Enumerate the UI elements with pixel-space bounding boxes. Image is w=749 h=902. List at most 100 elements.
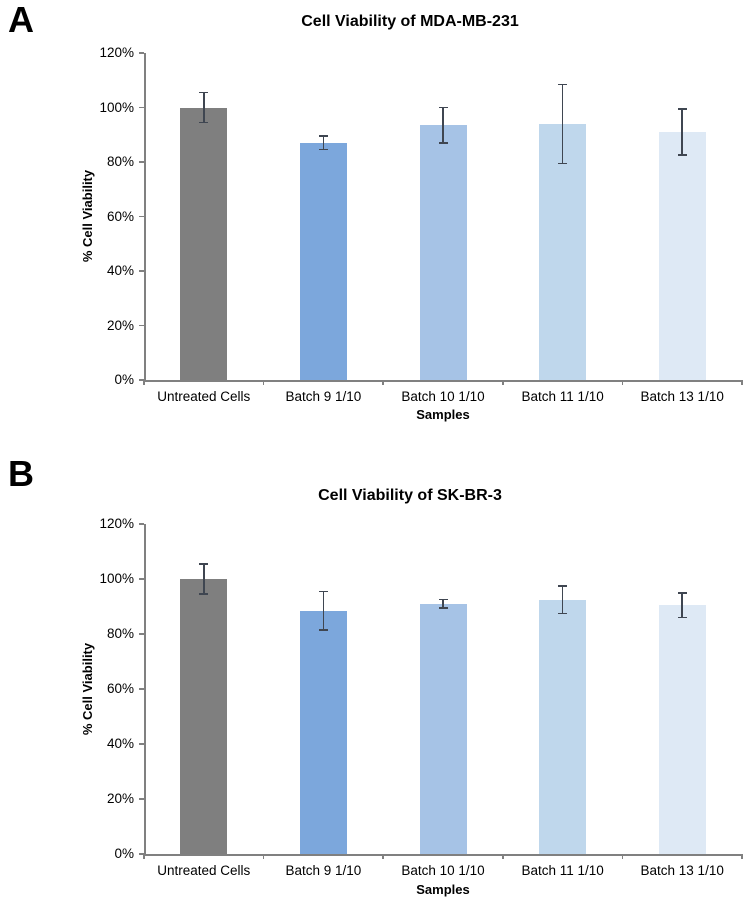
- y-axis-tick: [139, 743, 144, 745]
- y-axis-tick: [139, 578, 144, 580]
- y-axis-tick: [139, 853, 144, 855]
- y-axis-tick: [139, 324, 144, 327]
- error-bar-cap-top: [677, 108, 687, 110]
- error-bar-cap-bottom: [677, 154, 687, 156]
- x-axis-tick: [262, 854, 265, 859]
- error-bar-cap-bottom: [677, 616, 687, 619]
- error-bar-line: [561, 84, 564, 164]
- error-bar-cap-bottom: [558, 612, 568, 615]
- y-tick-label: 60%: [106, 681, 134, 696]
- x-axis-line: [144, 380, 742, 382]
- y-tick-label: 60%: [106, 208, 134, 224]
- error-bar-cap-top: [199, 91, 209, 94]
- x-axis-tick: [741, 854, 743, 859]
- x-category-label: Batch 10 1/10: [401, 863, 485, 878]
- y-axis-line: [144, 53, 146, 382]
- error-bar-line: [561, 585, 564, 614]
- error-bar-line: [322, 136, 325, 150]
- x-axis-title: Samples: [416, 882, 470, 897]
- bar-batch-9-1-10: [299, 142, 347, 380]
- x-axis-tick: [382, 854, 384, 859]
- error-bar-cap-bottom: [318, 148, 328, 151]
- plot-area-mda-mb-231: 0% 20% 40% 60% 80% 100% 120% Untreated Cells Bat…: [99, 45, 743, 404]
- bar-batch-11-1-10: [539, 123, 587, 380]
- x-axis-tick: [502, 854, 504, 859]
- chart-title-sk-br-3: Cell Viability of SK-BR-3: [318, 487, 502, 504]
- error-bar-cap-top: [558, 585, 568, 587]
- x-category-label: Batch 11 1/10: [521, 863, 604, 878]
- error-bar-line: [442, 599, 444, 608]
- x-category-label: Batch 13 1/10: [640, 389, 724, 404]
- x-axis-tick: [262, 380, 265, 385]
- x-axis-tick: [143, 380, 145, 385]
- error-bar-line: [442, 107, 444, 143]
- y-tick-label: 40%: [106, 263, 134, 278]
- error-bar-line: [681, 592, 683, 618]
- y-tick-label: 0%: [114, 372, 134, 387]
- y-tick-label: 120%: [99, 516, 134, 531]
- y-tick-label: 20%: [106, 791, 134, 806]
- x-category-label: Untreated Cells: [157, 389, 251, 404]
- x-axis-tick: [621, 854, 624, 859]
- plot-area-sk-br-3: 0% 20% 40% 60% 80% 100% 120% Untreated Cells Bat…: [99, 516, 743, 878]
- x-category-label: Batch 10 1/10: [401, 389, 485, 404]
- y-tick-label: 80%: [106, 154, 134, 169]
- error-bar-line: [322, 591, 325, 630]
- bar-batch-9-1-10: [299, 610, 347, 854]
- bar-batch-10-1-10: [419, 603, 467, 854]
- error-bar-cap-bottom: [318, 629, 328, 631]
- y-axis-tick: [139, 161, 144, 163]
- bar-batch-11-1-10: [539, 599, 587, 854]
- error-bar-cap-bottom: [558, 162, 568, 165]
- y-tick-label: 40%: [106, 736, 134, 751]
- y-tick-label: 0%: [114, 846, 134, 861]
- chart-title-mda-mb-231: Cell Viability of MDA-MB-231: [301, 13, 519, 30]
- bar-batch-13-1-10: [658, 605, 706, 854]
- y-tick-label: 20%: [106, 317, 134, 333]
- bar-batch-10-1-10: [419, 125, 467, 380]
- error-bar-cap-top: [438, 598, 448, 601]
- error-bar-line: [203, 563, 205, 595]
- error-bar-cap-top: [318, 135, 328, 137]
- y-tick-label: 80%: [106, 626, 134, 641]
- y-axis-tick: [139, 215, 144, 218]
- x-axis-tick: [621, 380, 624, 385]
- y-axis-line: [144, 524, 146, 856]
- x-category-label: Batch 11 1/10: [521, 389, 604, 404]
- x-axis-tick: [382, 380, 384, 385]
- x-axis-line: [144, 854, 742, 856]
- error-bar-cap-bottom: [199, 593, 209, 595]
- y-axis-tick: [139, 798, 144, 800]
- y-tick-label: 120%: [99, 45, 134, 60]
- x-axis-tick: [143, 854, 145, 859]
- error-bar-cap-bottom: [438, 607, 448, 609]
- bar-untreated-cells: [180, 107, 228, 380]
- y-axis-tick: [139, 106, 144, 109]
- bar-batch-13-1-10: [658, 132, 706, 380]
- x-axis-tick: [741, 380, 743, 385]
- error-bar-cap-top: [677, 592, 687, 594]
- y-axis-tick: [139, 270, 144, 272]
- y-tick-label: 100%: [99, 99, 134, 115]
- x-axis-tick: [502, 380, 504, 385]
- x-category-label: Batch 9 1/10: [285, 389, 362, 404]
- y-axis-tick: [139, 52, 144, 54]
- y-tick-label: 100%: [99, 571, 134, 586]
- x-category-label: Untreated Cells: [157, 863, 251, 878]
- error-bar-cap-top: [438, 106, 448, 109]
- error-bar-cap-bottom: [438, 142, 448, 144]
- y-axis-tick: [139, 379, 144, 381]
- y-axis-tick: [139, 523, 144, 525]
- error-bar-line: [203, 92, 205, 123]
- x-category-label: Batch 9 1/10: [285, 863, 362, 878]
- error-bar-cap-bottom: [199, 121, 209, 124]
- x-axis-title: Samples: [416, 407, 470, 422]
- error-bar-cap-top: [558, 83, 568, 86]
- y-axis-tick: [139, 688, 144, 690]
- error-bar-cap-top: [199, 563, 209, 565]
- panel-label-b: B: [8, 453, 34, 494]
- x-category-label: Batch 13 1/10: [640, 863, 724, 878]
- bar-untreated-cells: [180, 579, 228, 854]
- error-bar-cap-top: [318, 590, 328, 593]
